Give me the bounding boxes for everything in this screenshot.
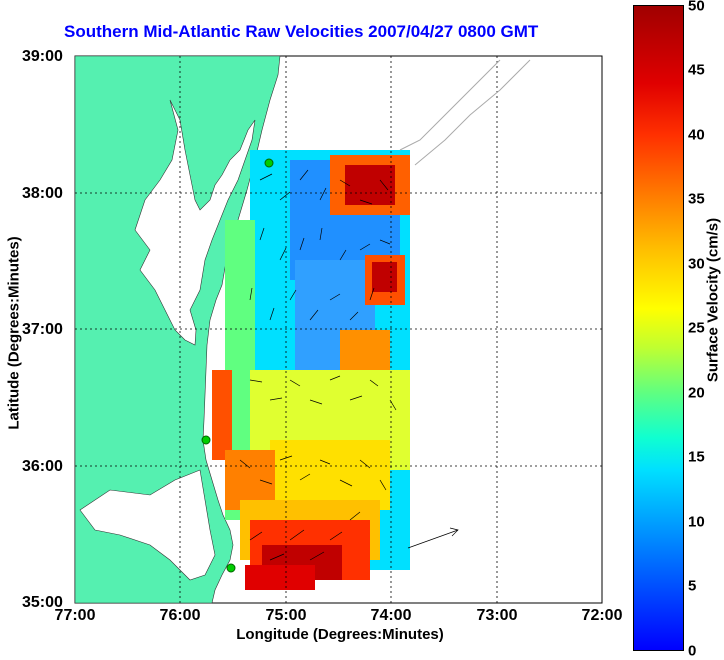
colorbar-tick: 45 <box>688 61 705 79</box>
colorbar-tick: 0 <box>688 642 697 660</box>
y-tick-label: 36:00 <box>22 458 63 475</box>
x-tick-label: 72:00 <box>581 607 623 624</box>
colorbar-tick: 5 <box>688 577 697 595</box>
colorbar-tick: 30 <box>688 255 705 273</box>
grid-lines <box>75 56 602 603</box>
y-tick-label: 37:00 <box>22 321 63 338</box>
x-tick-label: 74:00 <box>370 607 412 624</box>
velocity-field <box>212 150 410 590</box>
x-tick-label: 76:00 <box>159 607 201 624</box>
y-axis-title: Latitude (Degrees:Minutes) <box>5 236 23 430</box>
x-axis-title: Longitude (Degrees:Minutes) <box>236 626 444 643</box>
colorbar-tick: 50 <box>688 0 705 15</box>
bathymetry-contours <box>399 59 531 166</box>
colorbar-tick: 15 <box>688 448 705 466</box>
colorbar <box>633 5 684 651</box>
radar-site-marker <box>264 158 274 168</box>
colorbar-tick: 20 <box>688 384 705 402</box>
radar-sites <box>201 158 274 573</box>
x-tick-label: 73:00 <box>476 607 518 624</box>
colorbar-tick: 40 <box>688 126 705 144</box>
colorbar-tick: 35 <box>688 190 705 208</box>
x-tick-label: 77:00 <box>54 607 96 624</box>
radar-site-marker <box>201 435 211 445</box>
colorbar-tick: 25 <box>688 319 705 337</box>
colorbar-title: Surface Velocity (cm/s) <box>704 217 722 383</box>
y-tick-label: 35:00 <box>22 594 63 611</box>
x-tick-label: 75:00 <box>265 607 307 624</box>
map-title: Southern Mid-Atlantic Raw Velocities 200… <box>64 22 539 41</box>
sound-water <box>79 469 216 581</box>
colorbar-tick: 10 <box>688 513 705 531</box>
velocity-vectors <box>239 169 459 561</box>
y-tick-label: 38:00 <box>22 185 63 202</box>
y-tick-label: 39:00 <box>22 48 63 65</box>
bay-water <box>134 99 256 346</box>
radar-site-marker <box>226 563 236 573</box>
